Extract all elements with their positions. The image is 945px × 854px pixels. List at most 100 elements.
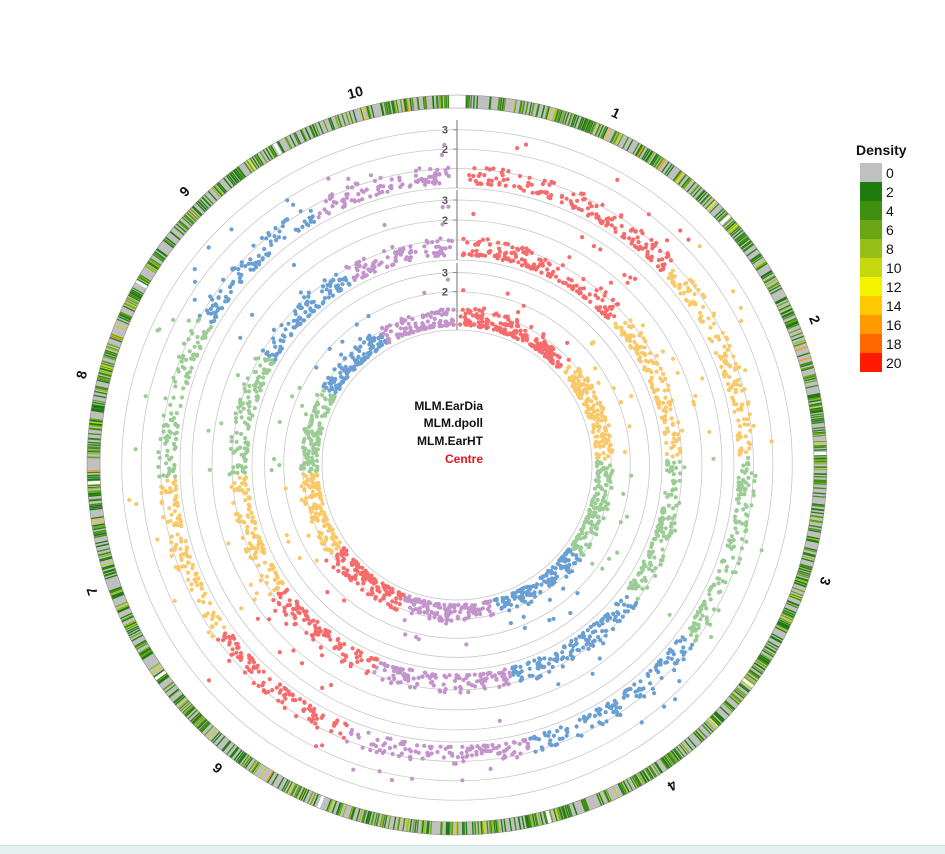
snp-point xyxy=(375,588,379,592)
snp-point xyxy=(354,266,358,270)
snp-point xyxy=(686,289,690,293)
snp-point xyxy=(560,200,564,204)
snp-point xyxy=(311,717,315,721)
snp-point xyxy=(266,253,270,257)
snp-point xyxy=(283,706,287,710)
snp-point xyxy=(485,317,489,321)
snp-point xyxy=(406,679,410,683)
snp-point xyxy=(589,399,593,403)
snp-point xyxy=(510,752,514,756)
snp-point xyxy=(245,525,249,529)
snp-point xyxy=(581,553,585,557)
snp-point xyxy=(390,599,394,603)
snp-point xyxy=(590,385,594,389)
snp-point xyxy=(551,270,555,274)
snp-point xyxy=(671,432,675,436)
snp-point xyxy=(752,479,756,483)
snp-point xyxy=(312,494,316,498)
snp-point xyxy=(414,169,418,173)
snp-point xyxy=(727,375,731,379)
snp-point xyxy=(737,520,741,524)
snp-point xyxy=(570,278,574,282)
snp-point xyxy=(578,395,582,399)
snp-point xyxy=(740,546,744,550)
snp-point xyxy=(340,366,344,370)
snp-point xyxy=(748,442,752,446)
snp-point xyxy=(506,242,510,246)
snp-point xyxy=(403,632,407,636)
snp-point xyxy=(583,197,587,201)
snp-point xyxy=(582,524,586,528)
snp-point xyxy=(640,566,644,570)
snp-point xyxy=(698,617,702,621)
snp-point xyxy=(592,390,596,394)
snp-point xyxy=(161,486,165,490)
snp-point xyxy=(673,529,677,533)
snp-point xyxy=(705,615,709,619)
snp-point xyxy=(444,320,448,324)
snp-point xyxy=(380,326,384,330)
snp-point xyxy=(478,612,482,616)
snp-point xyxy=(435,750,439,754)
snp-point xyxy=(568,284,572,288)
snp-point xyxy=(326,632,330,636)
snp-point xyxy=(273,571,277,575)
snp-point xyxy=(592,427,596,431)
snp-point xyxy=(658,249,662,253)
snp-point xyxy=(408,685,412,689)
snp-point xyxy=(247,660,251,664)
snp-point xyxy=(262,670,266,674)
snp-point xyxy=(198,314,202,318)
snp-point xyxy=(316,519,320,523)
snp-point xyxy=(619,400,623,404)
snp-point xyxy=(280,700,284,704)
snp-point xyxy=(671,357,675,361)
snp-point xyxy=(277,235,281,239)
density-bar xyxy=(814,482,827,483)
snp-point xyxy=(681,645,685,649)
snp-point xyxy=(601,507,605,511)
snp-point xyxy=(660,517,664,521)
snp-point xyxy=(182,342,186,346)
snp-point xyxy=(416,178,420,182)
snp-point xyxy=(487,604,491,608)
snp-point xyxy=(696,288,700,292)
snp-point xyxy=(331,537,335,541)
snp-point xyxy=(466,682,470,686)
snp-point xyxy=(332,200,336,204)
snp-point xyxy=(543,258,547,262)
snp-point xyxy=(508,671,512,675)
snp-point xyxy=(326,529,330,533)
snp-point xyxy=(579,287,583,291)
snp-point xyxy=(540,745,544,749)
snp-point xyxy=(760,548,764,552)
snp-point xyxy=(334,273,338,277)
snp-point xyxy=(577,545,581,549)
snp-point xyxy=(354,573,358,577)
snp-point xyxy=(522,304,526,308)
snp-point xyxy=(567,378,571,382)
snp-point xyxy=(227,659,231,663)
density-bar xyxy=(814,480,827,481)
snp-point xyxy=(309,220,313,224)
snp-point xyxy=(472,322,476,326)
snp-point xyxy=(704,606,708,610)
snp-point xyxy=(710,339,714,343)
snp-point xyxy=(551,361,555,365)
snp-point xyxy=(177,565,181,569)
snp-point xyxy=(371,345,375,349)
snp-point xyxy=(351,646,355,650)
snp-point xyxy=(248,505,252,509)
snp-point xyxy=(333,377,337,381)
snp-point xyxy=(235,431,239,435)
snp-point xyxy=(502,672,506,676)
snp-point xyxy=(703,603,707,607)
snp-point xyxy=(690,643,694,647)
snp-point xyxy=(464,319,468,323)
snp-point xyxy=(385,333,389,337)
snp-point xyxy=(656,534,660,538)
snp-point xyxy=(173,599,177,603)
snp-point xyxy=(406,599,410,603)
snp-point xyxy=(616,302,620,306)
density-gap xyxy=(86,482,101,483)
